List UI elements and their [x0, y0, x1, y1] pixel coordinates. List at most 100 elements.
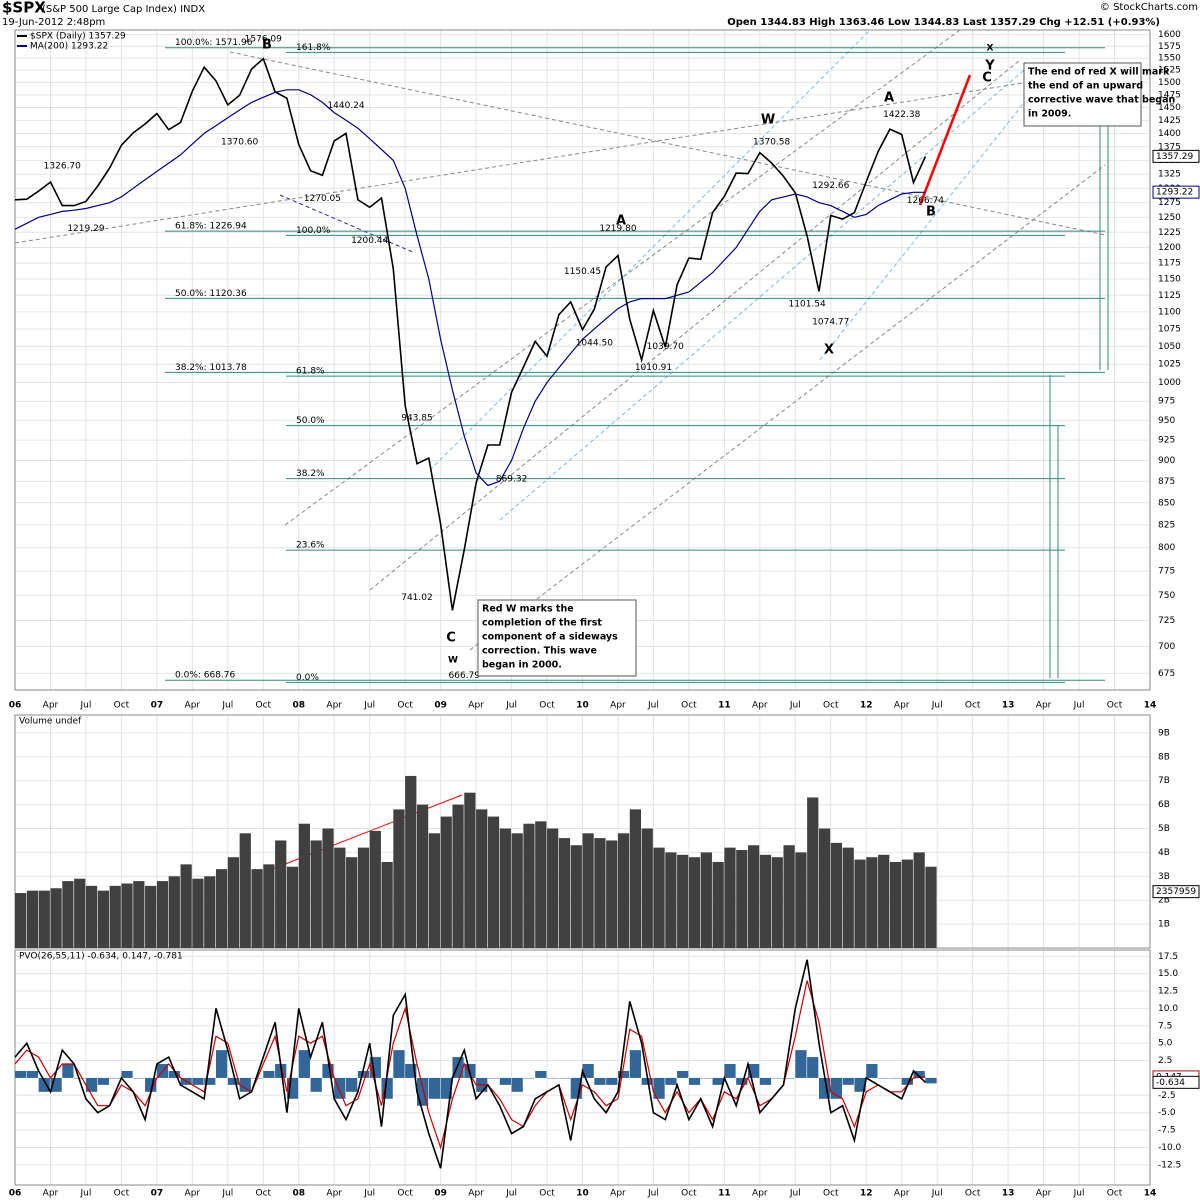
x-tick-label: Jul [80, 1189, 92, 1199]
wave-label: B [262, 38, 272, 53]
price-annotation: 1270.05 [304, 194, 341, 204]
volume-bar [428, 833, 441, 948]
y-tick-label: 1100 [1158, 307, 1181, 317]
price-annotation: 666.79 [449, 671, 481, 681]
y-tick-label: 775 [1158, 567, 1175, 577]
price-annotation: 1101.54 [789, 299, 826, 309]
x-tick-label: 06 [9, 1189, 22, 1199]
wave-label: X [987, 44, 994, 54]
credit: © StockCharts.com [1100, 2, 1198, 13]
histogram-bar [759, 1077, 772, 1085]
histogram-bar [85, 1077, 98, 1092]
volume-bar [38, 890, 50, 948]
x-tick-label: Apr [326, 701, 342, 711]
price-annotation: 1440.24 [327, 101, 364, 111]
volume-bar [26, 890, 39, 948]
volume-bar [570, 845, 582, 948]
y-tick-label: 1125 [1158, 291, 1181, 301]
y-tick-label: 1275 [1158, 198, 1181, 208]
y-tick-label: 875 [1158, 477, 1175, 487]
x-tick-label: Apr [43, 701, 59, 711]
histogram-bar [771, 1077, 783, 1079]
x-tick-label: Jul [1073, 1189, 1085, 1199]
histogram-bar [653, 1077, 665, 1099]
x-tick-label: Oct [965, 701, 981, 711]
histogram-bar [795, 1050, 807, 1078]
histogram-bar [712, 1077, 724, 1085]
histogram-bar [26, 1070, 39, 1078]
note-line: began in 2000. [482, 660, 562, 671]
histogram-bar [204, 1077, 216, 1085]
note-line: corrective wave that began [1028, 95, 1175, 106]
y-tick-label: 1B [1158, 920, 1170, 930]
price-annotation: 1370.58 [753, 138, 790, 148]
x-tick-label: 09 [434, 1189, 447, 1199]
x-tick-label: 07 [151, 701, 164, 711]
price-panel [14, 29, 1151, 691]
x-tick-label: Oct [397, 1189, 413, 1199]
price-annotation: 1370.60 [221, 138, 258, 148]
pvo-panel [14, 949, 1151, 1186]
x-tick-label: Jul [221, 1189, 233, 1199]
timestamp: 19-Jun-2012 2:48pm [2, 17, 105, 28]
volume-bar [653, 847, 665, 948]
value-tag-label: -0.634 [1156, 1078, 1185, 1088]
value-tag-label: 1357.29 [1156, 152, 1193, 162]
volume-bar [771, 857, 783, 948]
histogram-bar [440, 1077, 452, 1099]
note-line: correction. This wave [482, 646, 597, 657]
histogram-bar [227, 1077, 240, 1085]
y-tick-label: 5B [1158, 824, 1170, 834]
x-tick-label: 14 [1144, 1189, 1157, 1199]
histogram-bar [807, 1057, 819, 1078]
value-tag-label: 1293.22 [1156, 188, 1193, 198]
histogram-bar [854, 1077, 866, 1092]
price-annotation: 1044.50 [576, 339, 613, 349]
y-tick-label: 5.0 [1158, 1039, 1173, 1049]
x-tick-label: 10 [576, 701, 589, 711]
volume-bar [842, 847, 854, 948]
y-tick-label: 700 [1158, 642, 1175, 652]
x-tick-label: Apr [752, 1189, 768, 1199]
volume-bar [227, 857, 240, 948]
x-tick-label: 13 [1002, 701, 1015, 711]
y-tick-label: 1450 [1158, 103, 1181, 113]
value-tag [1152, 185, 1200, 199]
wave-label: X [824, 343, 834, 358]
histogram-bar [878, 1077, 890, 1079]
x-tick-label: Oct [1107, 1189, 1123, 1199]
x-tick-label: Apr [894, 701, 910, 711]
volume-bar [818, 828, 831, 948]
volume-bar [629, 809, 642, 948]
x-tick-label: Apr [185, 701, 201, 711]
price-annotation: 1200.44 [351, 236, 388, 246]
x-tick-label: Oct [681, 1189, 697, 1199]
x-tick-label: Oct [114, 701, 130, 711]
x-tick-label: Oct [1107, 701, 1123, 711]
histogram-bar [641, 1077, 653, 1085]
x-tick-label: Jul [363, 1189, 375, 1199]
histogram-bar [215, 1050, 228, 1078]
histogram-bar [511, 1077, 523, 1092]
volume-bar [310, 840, 322, 948]
price-annotation: 1292.66 [812, 181, 849, 191]
x-tick-label: 14 [1144, 701, 1157, 711]
volume-bar [736, 850, 748, 948]
volume-bar [878, 854, 890, 948]
y-tick-label: 1375 [1158, 142, 1181, 152]
histogram-bar [783, 1077, 795, 1079]
price-annotation: 1010.91 [635, 363, 672, 373]
y-tick-label: 900 [1158, 456, 1175, 466]
histogram-bar [629, 1050, 642, 1078]
volume-bar [440, 816, 452, 948]
note-line: the end of an upward [1028, 81, 1143, 92]
volume-bar [464, 792, 476, 948]
volume-bar [357, 847, 370, 948]
volume-bar [275, 840, 287, 948]
volume-bar [665, 852, 677, 948]
y-tick-label: 1400 [1158, 129, 1181, 139]
histogram-bar [192, 1077, 204, 1085]
volume-bar [156, 881, 169, 948]
legend-label: MA(200) 1293.22 [30, 42, 108, 52]
volume-bar [298, 823, 310, 948]
